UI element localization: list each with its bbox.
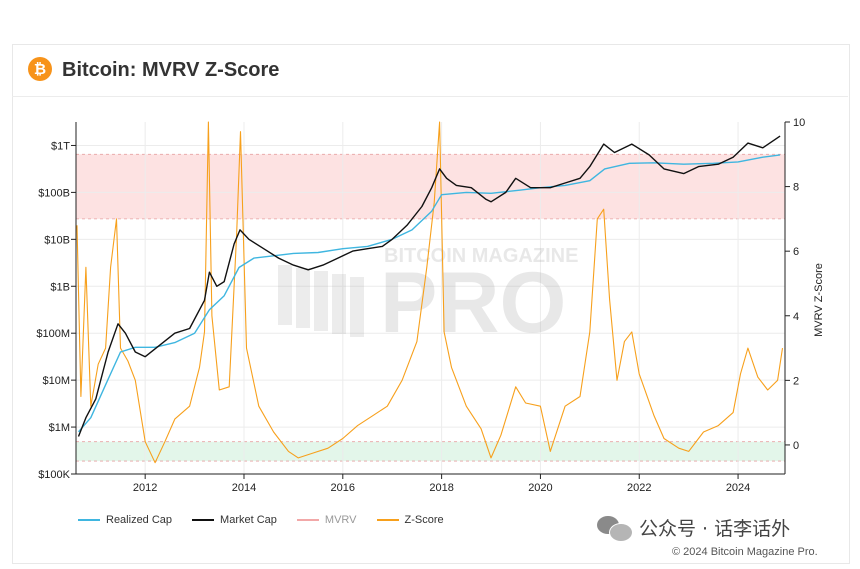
x-tick-label: 2014 <box>232 482 256 494</box>
legend-item-mvrv[interactable]: MVRV <box>296 514 357 526</box>
legend-item-z-score[interactable]: Z-Score <box>376 514 444 526</box>
x-tick-label: 2018 <box>429 482 453 494</box>
page-title: Bitcoin: MVRV Z-Score <box>62 59 280 81</box>
y-left-tick-label: $10M <box>42 375 70 387</box>
series-line-market-cap <box>77 135 781 437</box>
wechat-icon <box>597 515 633 542</box>
wechat-account-label: 公众号 · 话李话外 <box>639 518 791 540</box>
band-green <box>76 441 785 462</box>
watermark-brand-big: PRO <box>380 255 566 351</box>
wechat-watermark: 公众号 · 话李话外 <box>597 514 791 542</box>
bitcoin-magazine-pro-logo-icon <box>278 265 364 337</box>
legend-swatch <box>78 519 100 521</box>
legend-item-market-cap[interactable]: Market Cap <box>192 514 277 526</box>
legend-swatch <box>296 519 319 521</box>
y-left-tick-label: $1M <box>49 422 70 434</box>
legend-swatch <box>376 519 399 521</box>
y-left-tick-label: $10B <box>44 234 70 246</box>
x-tick-label: 2022 <box>627 482 651 494</box>
y-right-tick-label: 0 <box>793 440 799 452</box>
legend-label: Market Cap <box>220 514 277 526</box>
x-tick-label: 2016 <box>331 482 355 494</box>
y-axis-right-label: MVRV Z-Score <box>813 263 825 337</box>
y-right-tick-label: 4 <box>793 311 799 323</box>
y-left-tick-label: $100K <box>38 469 70 481</box>
legend-item-realized-cap[interactable]: Realized Cap <box>78 514 172 526</box>
legend-label: Z-Score <box>404 514 444 526</box>
chart-header: ₿ Bitcoin: MVRV Z-Score <box>12 44 848 97</box>
chart-card <box>12 44 850 564</box>
x-tick-label: 2024 <box>726 482 750 494</box>
legend-swatch <box>192 519 215 521</box>
legend-label: MVRV <box>324 514 357 526</box>
chart-legend: Realized Cap Market Cap MVRV Z-Score <box>78 514 444 526</box>
y-left-tick-label: $1T <box>51 140 70 152</box>
y-right-tick-label: 10 <box>793 117 805 129</box>
y-right-tick-label: 8 <box>793 182 799 194</box>
x-tick-label: 2020 <box>528 482 552 494</box>
copyright-text: © 2024 Bitcoin Magazine Pro. <box>672 546 818 558</box>
bitcoin-logo-icon: ₿ <box>28 57 52 81</box>
legend-label: Realized Cap <box>106 514 173 526</box>
y-left-tick-label: $100B <box>38 187 70 199</box>
y-right-tick-label: 2 <box>793 375 799 387</box>
band-red <box>76 154 785 219</box>
chart-watermark: BITCOIN MAGAZINE PRO <box>278 245 578 351</box>
y-right-tick-label: 6 <box>793 246 799 258</box>
y-left-tick-label: $1B <box>50 281 70 293</box>
watermark-brand: BITCOIN MAGAZINE <box>384 245 578 267</box>
x-tick-label: 2012 <box>133 482 157 494</box>
series-line-z-score <box>76 121 784 464</box>
y-left-tick-label: $100M <box>36 328 70 340</box>
